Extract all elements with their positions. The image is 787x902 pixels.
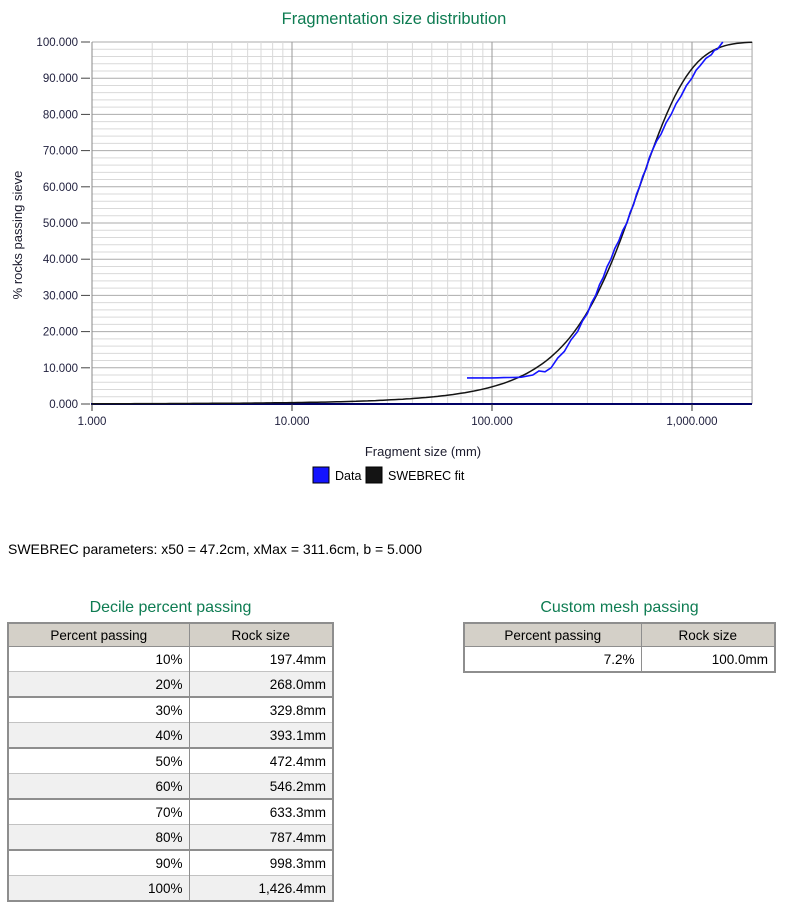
x-tick-label: 10.000 <box>274 416 309 428</box>
rock-size-header: Rock size <box>640 622 776 647</box>
y-tick-label: 60.000 <box>43 182 78 194</box>
x-axis-title: Fragment size (mm) <box>365 444 481 459</box>
decile-table-block: Decile percent passing Percent passing R… <box>7 599 334 902</box>
y-tick-label: 10.000 <box>43 363 78 375</box>
table-row: 60% 546.2mm <box>7 773 334 799</box>
rock-size-cell: 546.2mm <box>188 773 334 799</box>
table-header-row: Percent passing Rock size <box>7 622 334 647</box>
y-axis-title: % rocks passing sieve <box>10 171 25 300</box>
table-row: 7.2% 100.0mm <box>463 646 776 672</box>
table-row: 10% 197.4mm <box>7 646 334 672</box>
data-curve <box>467 41 724 379</box>
percent-passing-cell: 90% <box>7 849 190 876</box>
y-tick-label: 70.000 <box>43 146 78 158</box>
percent-passing-cell: 10% <box>7 646 190 672</box>
rock-size-cell: 998.3mm <box>188 849 334 876</box>
custom-mesh-table-block: Custom mesh passing Percent passing Rock… <box>463 599 776 673</box>
rock-size-cell: 1,426.4mm <box>188 875 334 901</box>
table-row: 40% 393.1mm <box>7 722 334 748</box>
chart-title: Fragmentation size distribution <box>282 10 507 28</box>
percent-passing-header: Percent passing <box>7 622 190 647</box>
custom-mesh-table-title: Custom mesh passing <box>540 599 699 616</box>
decile-table: Percent passing Rock size 10% 197.4mm 20% 2… <box>7 622 334 902</box>
custom-mesh-table: Percent passing Rock size 7.2% 100.0mm <box>463 622 776 673</box>
y-tick-label: 50.000 <box>43 218 78 230</box>
grid-layer <box>91 41 753 405</box>
fragmentation-chart: Fragmentation size distribution 0.000 10.… <box>10 10 753 484</box>
rock-size-cell: 197.4mm <box>188 646 334 672</box>
y-tick-label: 0.000 <box>49 399 78 411</box>
percent-passing-cell: 30% <box>7 696 190 723</box>
legend-data-swatch <box>312 466 330 484</box>
percent-passing-cell: 70% <box>7 798 190 825</box>
y-tick-label: 100.000 <box>36 37 78 49</box>
tables-section: Decile percent passing Percent passing R… <box>0 599 787 902</box>
curve-layer <box>92 41 753 405</box>
decile-table-title: Decile percent passing <box>89 599 252 616</box>
y-tick-label: 40.000 <box>43 254 78 266</box>
rock-size-cell: 472.4mm <box>188 747 334 774</box>
percent-passing-cell: 20% <box>7 671 190 697</box>
rock-size-cell: 787.4mm <box>188 824 334 850</box>
table-header-row: Percent passing Rock size <box>463 622 776 647</box>
percent-passing-header: Percent passing <box>463 622 642 647</box>
legend-data-label: Data <box>335 469 361 483</box>
table-row: 100% 1,426.4mm <box>7 875 334 901</box>
legend-swebrec-label: SWEBREC fit <box>388 469 465 483</box>
rock-size-cell: 100.0mm <box>640 646 776 672</box>
rock-size-header: Rock size <box>188 622 334 647</box>
percent-passing-cell: 80% <box>7 824 190 850</box>
table-row: 70% 633.3mm <box>7 798 334 825</box>
x-tick-label: 1.000 <box>78 416 107 428</box>
x-tick-label: 1,000.000 <box>666 416 717 428</box>
rock-size-cell: 633.3mm <box>188 798 334 825</box>
percent-passing-cell: 100% <box>7 875 190 901</box>
percent-passing-cell: 60% <box>7 773 190 799</box>
rock-size-cell: 329.8mm <box>188 696 334 723</box>
x-tick-label: 100.000 <box>471 416 513 428</box>
y-tick-label: 80.000 <box>43 109 78 121</box>
swebrec-parameters-text: SWEBREC parameters: x50 = 47.2cm, xMax =… <box>8 541 423 557</box>
table-row: 20% 268.0mm <box>7 671 334 697</box>
y-tick-label: 20.000 <box>43 327 78 339</box>
table-row: 90% 998.3mm <box>7 849 334 876</box>
table-row: 50% 472.4mm <box>7 747 334 774</box>
chart-legend: Data SWEBREC fit <box>312 466 465 484</box>
percent-passing-cell: 40% <box>7 722 190 748</box>
legend-swebrec-swatch <box>365 466 383 484</box>
rock-size-cell: 393.1mm <box>188 722 334 748</box>
percent-passing-cell: 50% <box>7 747 190 774</box>
percent-passing-cell: 7.2% <box>463 646 642 672</box>
axis-layer: 0.000 10.000 20.000 30.000 40.000 50.000 60.00… <box>36 37 717 428</box>
rock-size-cell: 268.0mm <box>188 671 334 697</box>
table-row: 30% 329.8mm <box>7 696 334 723</box>
y-tick-label: 30.000 <box>43 290 78 302</box>
y-tick-label: 90.000 <box>43 73 78 85</box>
table-row: 80% 787.4mm <box>7 824 334 850</box>
